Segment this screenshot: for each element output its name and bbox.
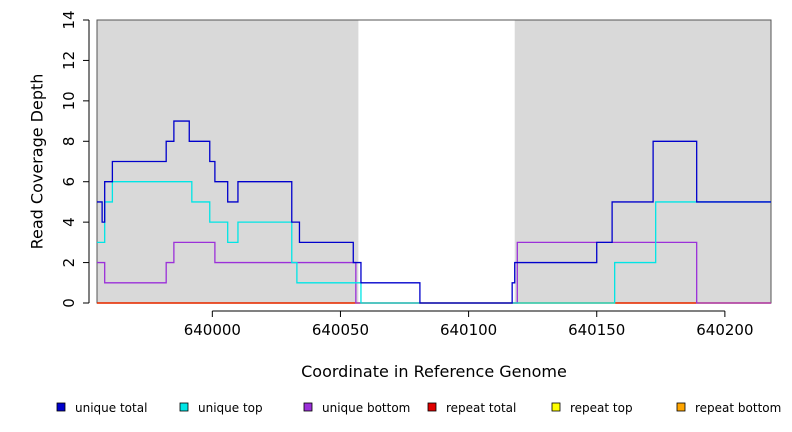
legend-label: repeat bottom bbox=[695, 401, 781, 415]
legend-label: repeat total bbox=[446, 401, 516, 415]
y-tick-label: 14 bbox=[60, 10, 78, 29]
series-lines bbox=[97, 120, 771, 304]
legend-item-repeat-top: repeat top bbox=[551, 401, 633, 415]
y-tick-label: 12 bbox=[60, 51, 78, 70]
legend-swatch bbox=[551, 402, 561, 412]
legend-item-repeat-bottom: repeat bottom bbox=[676, 401, 781, 415]
legend-item-unique-top: unique top bbox=[179, 401, 263, 415]
x-tick-label: 640000 bbox=[184, 321, 241, 339]
x-axis-label: Coordinate in Reference Genome bbox=[301, 362, 567, 381]
legend-label: unique bottom bbox=[322, 401, 410, 415]
y-tick-label: 6 bbox=[60, 177, 78, 187]
x-tick-label: 640200 bbox=[696, 321, 753, 339]
legend-item-unique-bottom: unique bottom bbox=[303, 401, 410, 415]
legend-swatch bbox=[303, 402, 313, 412]
legend-item-unique-total: unique total bbox=[56, 401, 147, 415]
y-tick-label: 10 bbox=[60, 91, 78, 110]
legend-label: repeat top bbox=[570, 401, 633, 415]
legend-swatch bbox=[676, 402, 686, 412]
y-tick-label: 8 bbox=[60, 137, 78, 147]
y-axis-label: Read Coverage Depth bbox=[28, 74, 47, 250]
y-tick-label: 4 bbox=[60, 217, 78, 227]
x-tick-label: 640100 bbox=[440, 321, 497, 339]
legend-label: unique top bbox=[198, 401, 263, 415]
series-line-unique-total bbox=[97, 120, 771, 304]
x-tick-label: 640050 bbox=[312, 321, 369, 339]
legend-label: unique total bbox=[75, 401, 147, 415]
legend-item-repeat-total: repeat total bbox=[427, 401, 516, 415]
y-tick-label: 2 bbox=[60, 258, 78, 268]
axes: 640000 640050 640100 640150 640200 0 2 4 6 8 10 12 1… bbox=[60, 10, 754, 339]
series-line-unique-top bbox=[97, 181, 771, 304]
x-tick-label: 640150 bbox=[568, 321, 625, 339]
y-tick-label: 0 bbox=[60, 298, 78, 308]
legend-swatch bbox=[179, 402, 189, 412]
legend-swatch bbox=[56, 402, 66, 412]
shaded-region-2 bbox=[514, 20, 771, 303]
legend-swatch bbox=[427, 402, 437, 412]
shaded-regions bbox=[97, 20, 771, 303]
legend: unique total unique top unique bottom repea… bbox=[56, 401, 781, 415]
